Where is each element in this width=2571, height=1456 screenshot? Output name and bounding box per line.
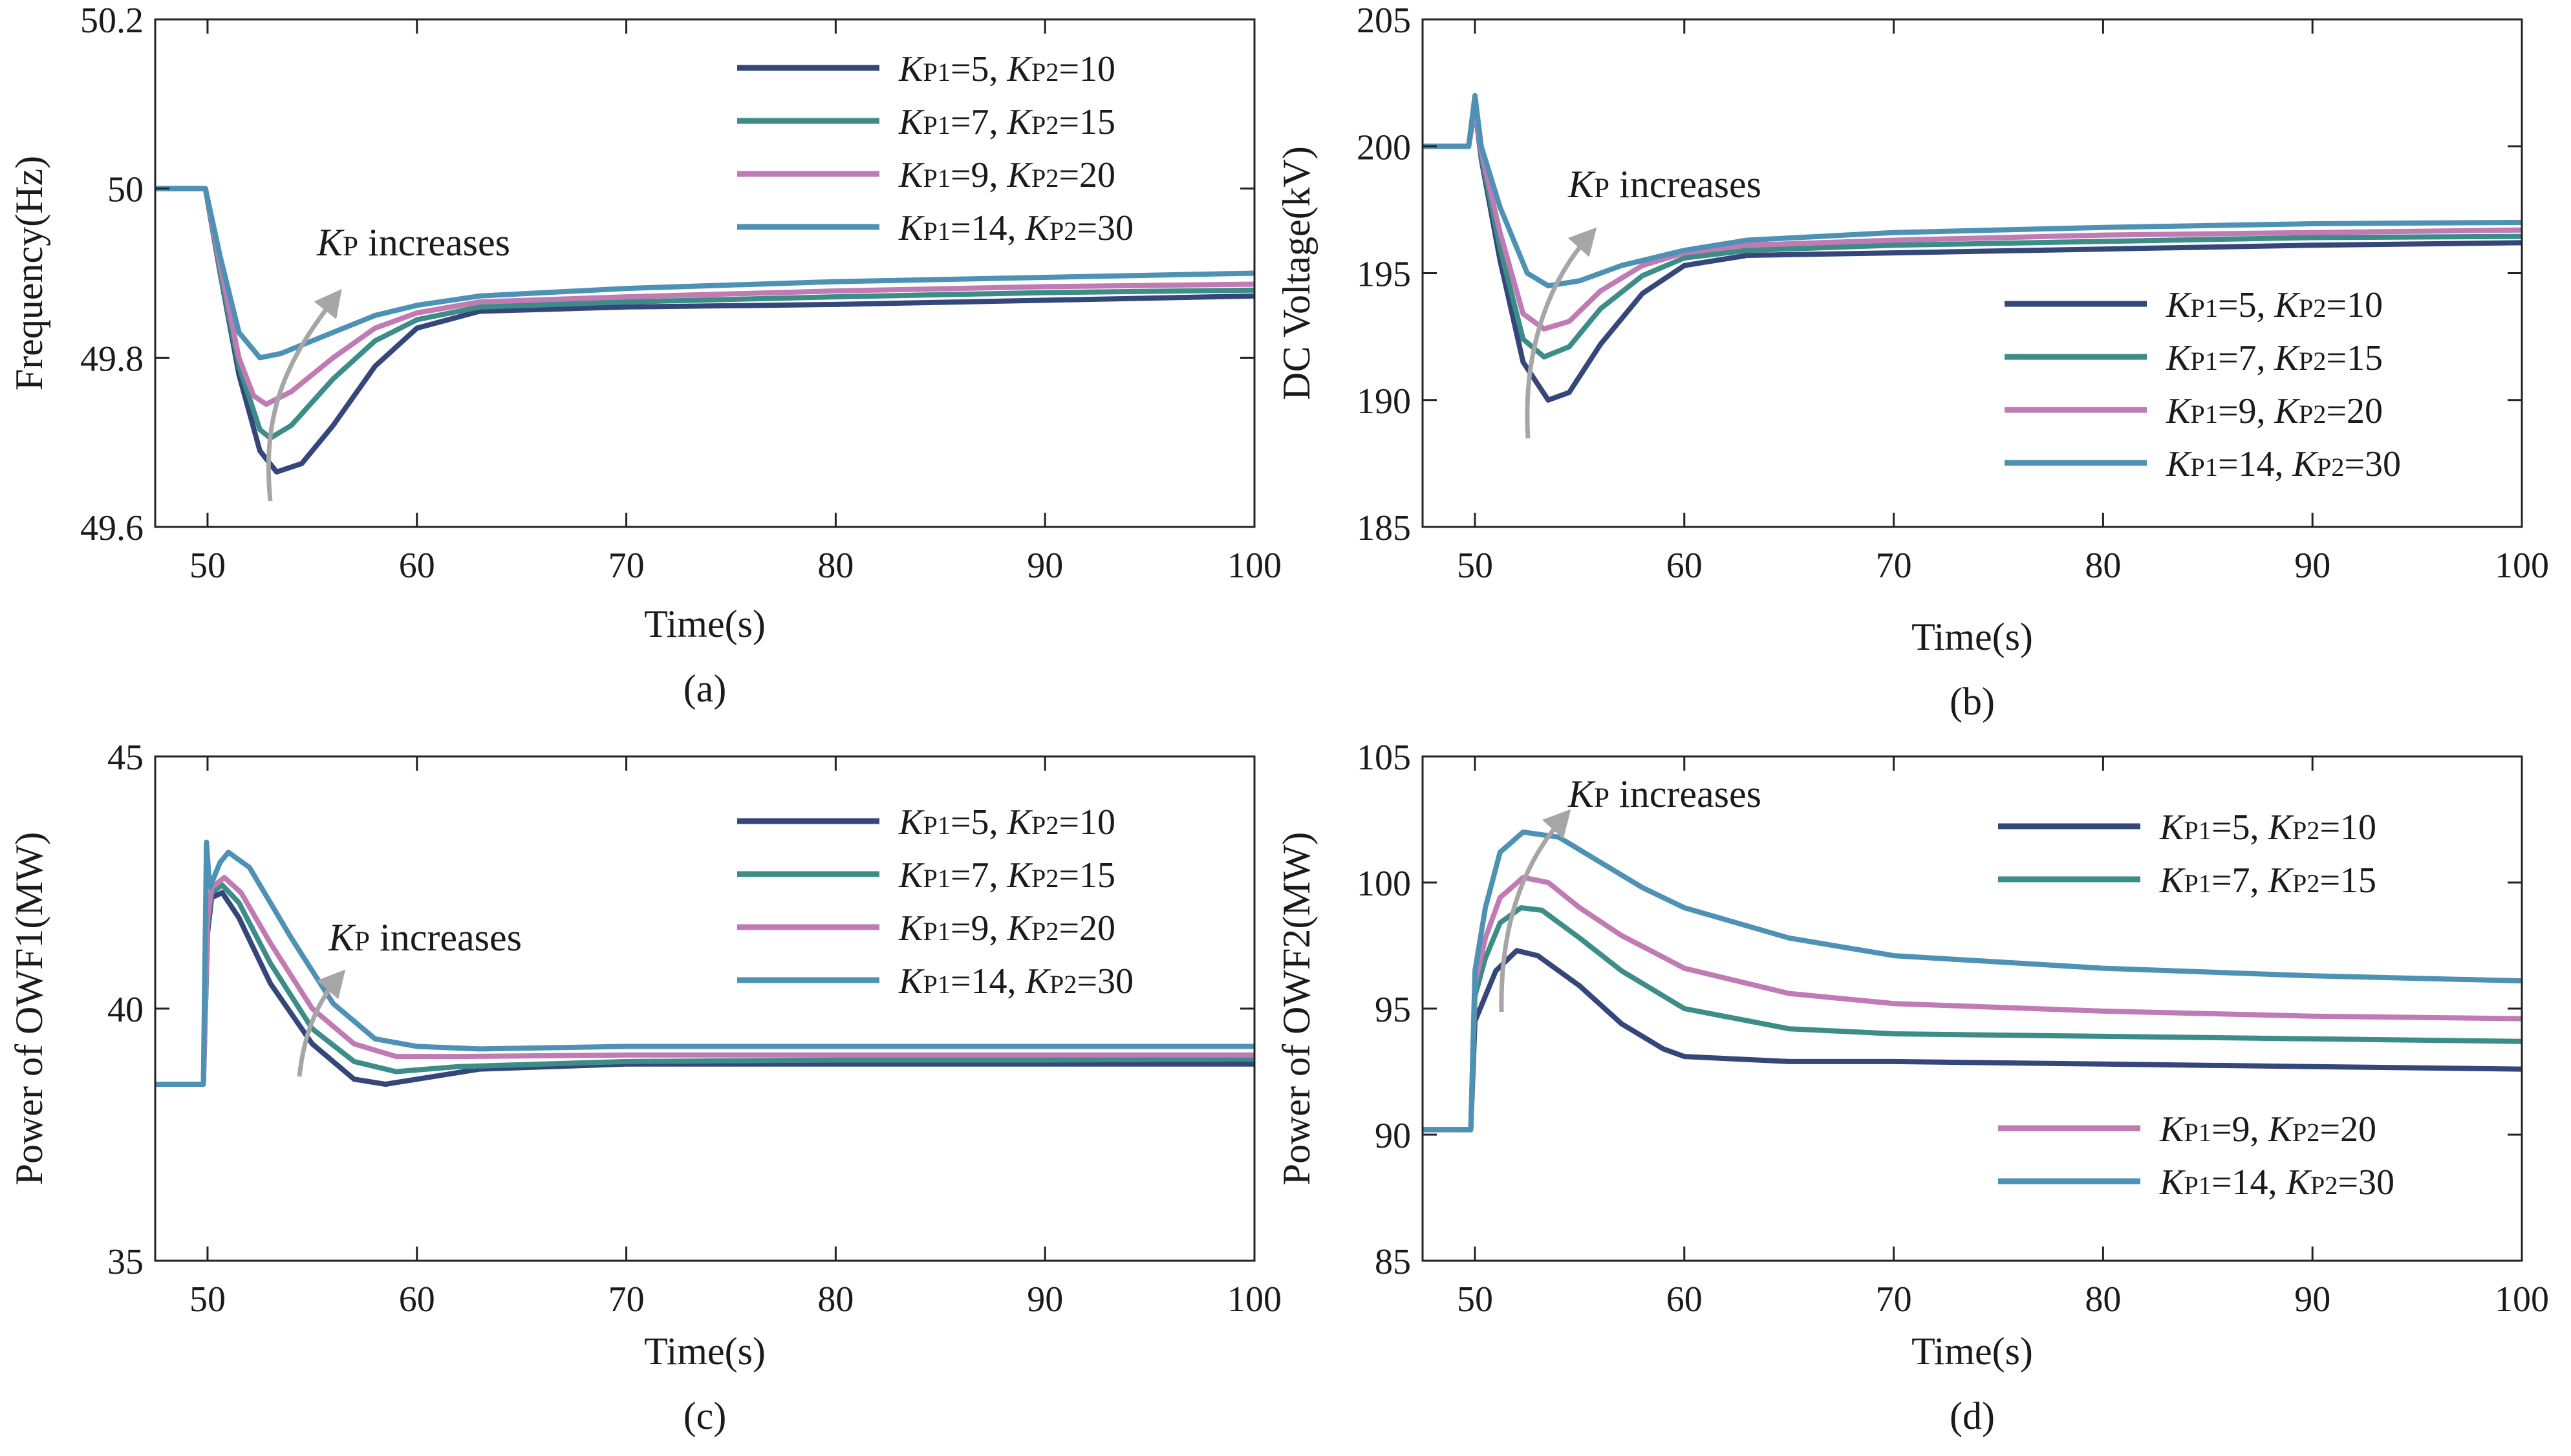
x-tick-label: 70 bbox=[1876, 1279, 1912, 1320]
x-tick-label: 60 bbox=[1666, 1279, 1703, 1320]
x-tick-label: 90 bbox=[1027, 1279, 1063, 1320]
trend-arrow bbox=[266, 294, 338, 502]
legend: KP1=5, KP2=10 KP1=7, KP2=15 KP1=9, KP2=20 K… bbox=[737, 802, 1134, 1001]
trend-arrow bbox=[1525, 232, 1593, 439]
legend-entry-4: KP1=14, KP2=30 bbox=[2166, 444, 2401, 484]
legend-entry-1: KP1=5, KP2=10 bbox=[2159, 808, 2376, 848]
legend: KP1=5, KP2=10 KP1=7, KP2=15 KP1=9, KP2=20 K… bbox=[2005, 285, 2401, 484]
y-tick-label: 40 bbox=[107, 990, 144, 1030]
y-tick-label: 49.8 bbox=[80, 339, 144, 379]
chart-panel-b: 50 60 70 80 90 100 185 190 195 200 205 Time(s) DC Vo… bbox=[1275, 1, 2549, 723]
x-tick-label: 100 bbox=[1227, 1279, 1282, 1320]
subfigure-label: (c) bbox=[683, 1395, 727, 1437]
x-tick-label: 90 bbox=[1027, 546, 1063, 586]
y-axis-label: Power of OWF1(MW) bbox=[8, 832, 50, 1186]
x-tick-label: 100 bbox=[2495, 1279, 2549, 1320]
trend-arrow-head bbox=[1567, 227, 1597, 257]
x-tick-label: 70 bbox=[1876, 546, 1912, 586]
x-tick-label: 50 bbox=[1457, 546, 1493, 586]
series-line-4 bbox=[155, 186, 1254, 361]
annotation-kp-increases: KP increases bbox=[328, 916, 522, 959]
y-tick-label: 50.2 bbox=[80, 1, 144, 41]
legend: KP1=5, KP2=10 KP1=7, KP2=15 KP1=9, KP2=20 K… bbox=[737, 49, 1134, 248]
y-tick-label: 195 bbox=[1357, 255, 1411, 295]
x-axis-label: Time(s) bbox=[644, 603, 766, 645]
annotation-kp-increases: KP increases bbox=[1567, 163, 1761, 206]
legend-entry-4: KP1=14, KP2=30 bbox=[898, 208, 1134, 248]
x-axis-label: Time(s) bbox=[644, 1330, 766, 1373]
series-line-4 bbox=[155, 839, 1254, 1087]
legend-entry-4: KP1=14, KP2=30 bbox=[2159, 1162, 2394, 1203]
legend-entry-1: KP1=5, KP2=10 bbox=[898, 802, 1115, 842]
legend-entry-3: KP1=9, KP2=20 bbox=[898, 908, 1115, 948]
legend-entry-2: KP1=7, KP2=15 bbox=[898, 102, 1115, 142]
x-tick-label: 90 bbox=[2294, 546, 2330, 586]
series-line-1 bbox=[1423, 948, 2522, 1133]
chart-panel-d: 50 60 70 80 90 100 85 90 95 100 105 Time(s) Power of… bbox=[1275, 738, 2549, 1437]
series-line-4 bbox=[1423, 830, 2522, 1133]
legend-entry-4: KP1=14, KP2=30 bbox=[898, 961, 1134, 1001]
x-tick-label: 80 bbox=[817, 546, 854, 586]
y-tick-label: 90 bbox=[1375, 1116, 1411, 1156]
x-tick-label: 60 bbox=[399, 1279, 435, 1320]
x-tick-label: 80 bbox=[817, 1279, 854, 1320]
legend-entry-2: KP1=7, KP2=15 bbox=[898, 855, 1115, 895]
subfigure-label: (b) bbox=[1950, 680, 1995, 723]
y-tick-label: 205 bbox=[1357, 1, 1411, 41]
plot-frame bbox=[154, 18, 1256, 528]
x-axis-label: Time(s) bbox=[1911, 1330, 2033, 1373]
legend-entry-3: KP1=9, KP2=20 bbox=[898, 155, 1115, 195]
trend-arrow-head bbox=[1542, 809, 1571, 839]
x-tick-label: 100 bbox=[1227, 546, 1282, 586]
subfigure-label: (d) bbox=[1950, 1395, 1995, 1437]
x-tick-label: 100 bbox=[2495, 546, 2549, 586]
y-axis-label: Frequency(Hz) bbox=[8, 156, 50, 391]
x-tick-label: 70 bbox=[608, 1279, 645, 1320]
y-tick-label: 50 bbox=[107, 170, 144, 210]
y-tick-label: 100 bbox=[1357, 864, 1411, 904]
subfigure-label: (a) bbox=[683, 667, 727, 710]
y-tick-label: 45 bbox=[107, 738, 144, 778]
y-tick-label: 185 bbox=[1357, 508, 1411, 548]
series-line-4 bbox=[1423, 92, 2522, 289]
legend-entry-3: KP1=9, KP2=20 bbox=[2166, 391, 2383, 431]
x-axis-label: Time(s) bbox=[1911, 616, 2033, 658]
x-tick-label: 70 bbox=[608, 546, 645, 586]
annotation-kp-increases: KP increases bbox=[316, 221, 510, 264]
legend-entry-3: KP1=9, KP2=20 bbox=[2159, 1109, 2376, 1150]
trend-arrow-head bbox=[317, 969, 346, 1000]
y-tick-label: 200 bbox=[1357, 127, 1411, 167]
y-tick-label: 190 bbox=[1357, 381, 1411, 422]
x-tick-label: 50 bbox=[1457, 1279, 1493, 1320]
trend-arrow-head bbox=[314, 288, 342, 319]
y-axis-label: DC Voltage(kV) bbox=[1275, 146, 1318, 400]
y-tick-label: 35 bbox=[107, 1242, 144, 1282]
chart-panel-a: 50 60 70 80 90 100 49.6 49.8 50 50.2 Time(s) Freque… bbox=[8, 1, 1282, 710]
x-tick-label: 60 bbox=[399, 546, 435, 586]
series-line-3 bbox=[155, 875, 1254, 1087]
x-tick-label: 80 bbox=[2085, 1279, 2121, 1320]
x-tick-label: 60 bbox=[1666, 546, 1703, 586]
trend-arrow bbox=[1499, 814, 1567, 1012]
y-tick-label: 95 bbox=[1375, 990, 1411, 1030]
x-tick-label: 90 bbox=[2294, 1279, 2330, 1320]
annotation-kp-increases: KP increases bbox=[1567, 773, 1761, 815]
legend-entry-1: KP1=5, KP2=10 bbox=[2166, 285, 2383, 325]
x-tick-label: 50 bbox=[189, 546, 226, 586]
y-axis-label: Power of OWF2(MW) bbox=[1275, 832, 1318, 1186]
legend-entry-1: KP1=5, KP2=10 bbox=[898, 49, 1115, 89]
series-line-3 bbox=[1423, 875, 2522, 1133]
legend: KP1=5, KP2=10 KP1=7, KP2=15 KP1=9, KP2=20 K… bbox=[1998, 808, 2394, 1203]
series-line-3 bbox=[155, 186, 1254, 407]
series-line-2 bbox=[1423, 905, 2522, 1133]
y-tick-label: 85 bbox=[1375, 1242, 1411, 1282]
y-tick-label: 105 bbox=[1357, 738, 1411, 778]
chart-panel-c: 50 60 70 80 90 100 35 40 45 Time(s) Power of OWF1(… bbox=[8, 738, 1282, 1437]
legend-entry-2: KP1=7, KP2=15 bbox=[2159, 861, 2376, 901]
x-tick-label: 50 bbox=[189, 1279, 226, 1320]
x-tick-label: 80 bbox=[2085, 546, 2121, 586]
y-tick-label: 49.6 bbox=[80, 508, 144, 548]
legend-entry-2: KP1=7, KP2=15 bbox=[2166, 338, 2383, 378]
